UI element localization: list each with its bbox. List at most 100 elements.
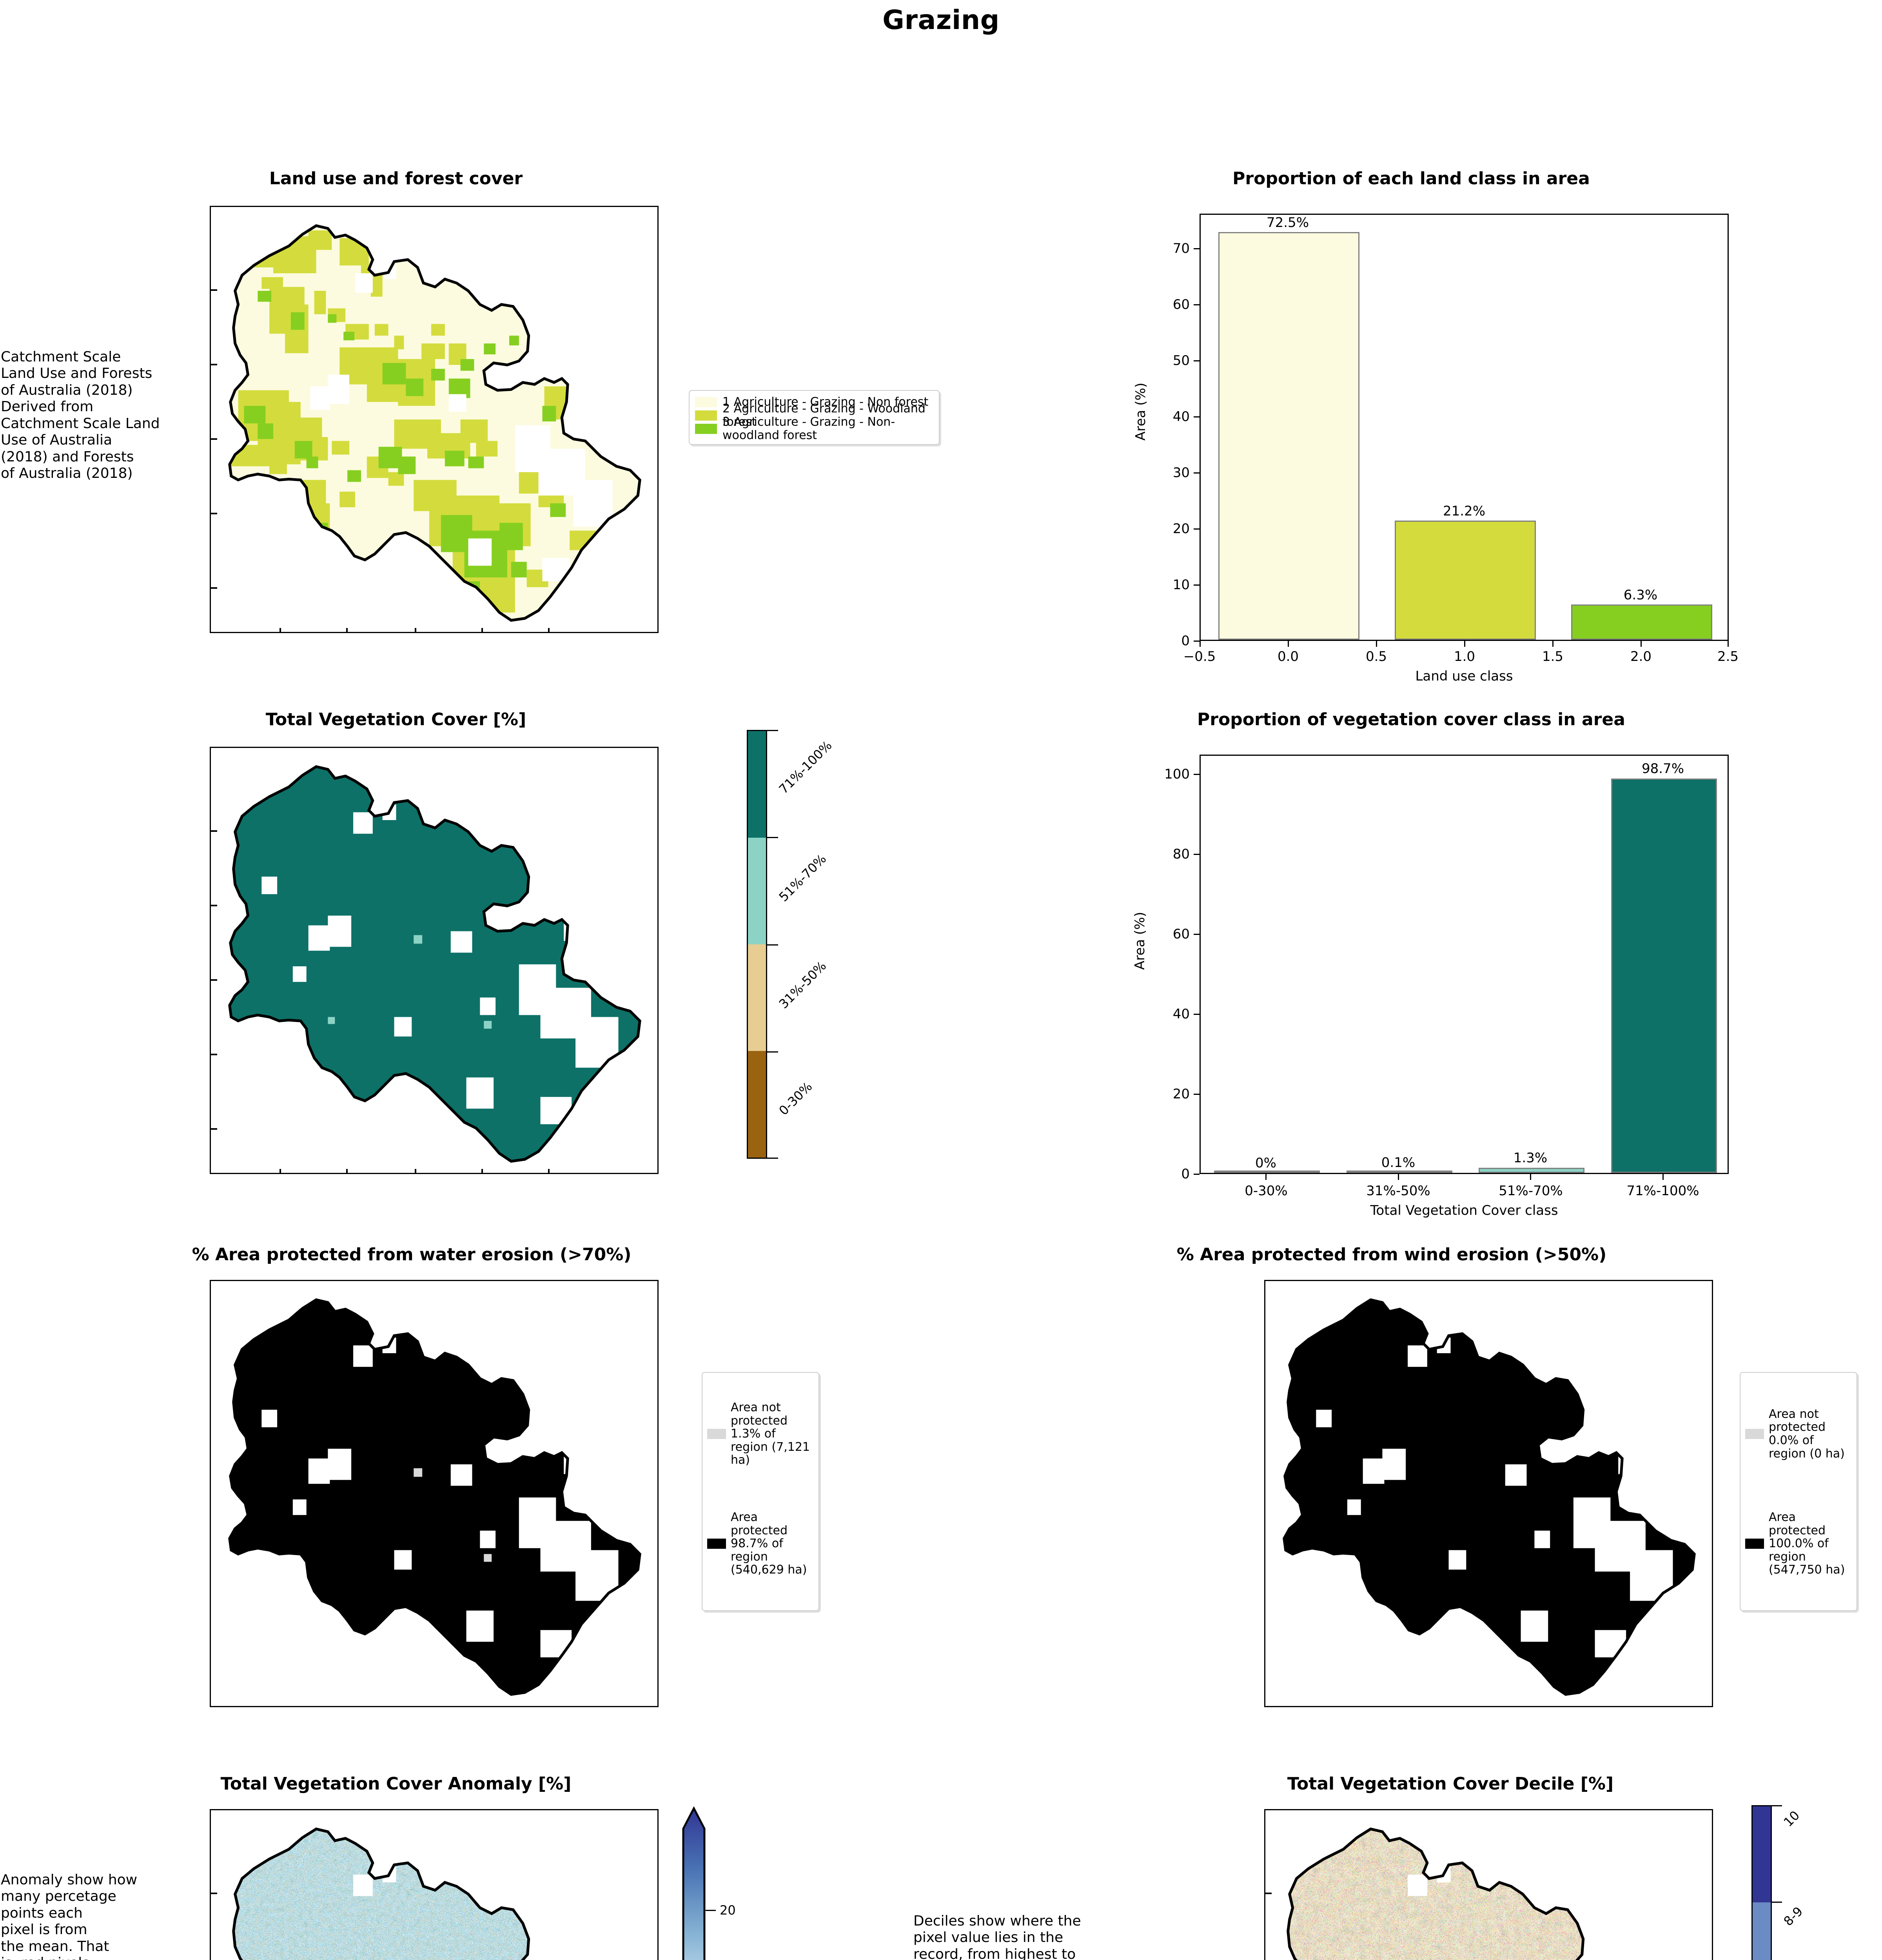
colorbar-label: 10 [1780, 1808, 1803, 1830]
decile-colorbar[interactable] [1751, 1805, 1772, 1960]
colorbar-label: 31%-50% [776, 958, 829, 1012]
veg-cover-map[interactable] [210, 747, 659, 1174]
legend-item[interactable]: 2 Agriculture - Grazing - Woodland fores… [695, 402, 933, 428]
veg-map-title: Total Vegetation Cover [%] [265, 710, 526, 730]
colorbar-segment [748, 1051, 766, 1158]
legend-label: Area not protected 0.0% of region (0 ha) [1769, 1407, 1845, 1461]
bar-value-label: 98.7% [1641, 761, 1684, 777]
legend-item[interactable]: Area not protected 1.3% of region (7,121… [707, 1379, 814, 1489]
x-tick-label: 2.5 [1717, 649, 1739, 664]
wind-erosion-map[interactable] [1264, 1280, 1713, 1707]
legend-swatch [695, 410, 717, 421]
y-tick-label: 80 [1172, 846, 1190, 862]
bar-value-label: 1.3% [1513, 1150, 1548, 1166]
x-tick-label: 0.5 [1365, 649, 1387, 664]
veg-cover-colorbar[interactable] [747, 730, 767, 1159]
y-tick-label: 60 [1172, 926, 1190, 942]
x-tick-label: 2.0 [1630, 649, 1652, 664]
y-axis-label: Area (%) [1133, 383, 1149, 441]
x-tick-label: 1.5 [1542, 649, 1564, 664]
legend-item[interactable]: 3 Agriculture - Grazing - Non-woodland f… [695, 416, 933, 442]
colorbar-segment [748, 944, 766, 1051]
wind-erosion-legend[interactable]: Area not protected 0.0% of region (0 ha)… [1740, 1372, 1857, 1611]
bar-veg-31-50[interactable] [1347, 1171, 1452, 1173]
legend-swatch [695, 424, 717, 434]
legend-label: 1 Agriculture - Grazing - Non forest [722, 395, 929, 409]
colorbar-segment [1753, 1806, 1771, 1902]
landuse-bar-chart[interactable] [1200, 214, 1729, 641]
y-tick-label: 20 [1172, 1086, 1190, 1102]
page-title: Grazing [882, 5, 1000, 36]
legend-swatch [695, 397, 717, 407]
y-axis-label: Area (%) [1132, 912, 1148, 970]
bar-veg-0-30[interactable] [1214, 1171, 1320, 1173]
colorbar-label: 8-9 [1780, 1904, 1806, 1929]
y-tick-label: 70 [1172, 241, 1190, 256]
legend-item[interactable]: Area protected 100.0% of region (547,750… [1745, 1489, 1852, 1599]
veg-cover-map-graphic [228, 765, 641, 1163]
colorbar-tick-label: 20 [720, 1903, 736, 1918]
anomaly-map[interactable] [210, 1809, 659, 1960]
landuse-map[interactable] [210, 206, 659, 633]
bar-value-label: 6.3% [1623, 587, 1658, 603]
legend-swatch [707, 1539, 726, 1549]
x-tick-label: 71%-100% [1626, 1183, 1699, 1199]
y-tick-label: 0 [1181, 1166, 1190, 1182]
bar-value-label: 0.1% [1381, 1155, 1416, 1171]
legend-swatch [1745, 1539, 1764, 1549]
x-tick-label: 1.0 [1454, 649, 1475, 664]
water-erosion-legend[interactable]: Area not protected 1.3% of region (7,121… [702, 1372, 819, 1611]
bar-class-2[interactable] [1395, 521, 1536, 640]
legend-item[interactable]: Area not protected 0.0% of region (0 ha) [1745, 1379, 1852, 1489]
landuse-legend[interactable]: 1 Agriculture - Grazing - Non forest 2 A… [689, 390, 940, 445]
landuse-map-note: Catchment Scale Land Use and Forests of … [1, 349, 160, 482]
x-axis-label: Land use class [1415, 668, 1513, 684]
legend-item[interactable]: Area protected 98.7% of region (540,629 … [707, 1489, 814, 1599]
colorbar-label: 71%-100% [776, 738, 835, 797]
y-tick-label: 40 [1172, 409, 1190, 425]
wind-erosion-map-graphic [1283, 1298, 1696, 1696]
landuse-map-title: Land use and forest cover [269, 169, 523, 189]
bar-value-label: 72.5% [1266, 215, 1309, 230]
colorbar-segment [1753, 1902, 1771, 1960]
bar-value-label: 0% [1255, 1155, 1276, 1171]
colorbar-label: 51%-70% [776, 851, 829, 905]
x-tick-label: −0.5 [1183, 649, 1216, 664]
anomaly-colorbar[interactable] [680, 1805, 708, 1960]
legend-label: Area protected 100.0% of region (547,750… [1769, 1510, 1845, 1577]
veg-chart-title: Proportion of vegetation cover class in … [1197, 710, 1625, 730]
anomaly-note: Anomaly show how many percetage points e… [1, 1872, 138, 1960]
bar-class-1[interactable] [1218, 232, 1359, 640]
decile-map[interactable] [1264, 1809, 1713, 1960]
decile-map-title: Total Vegetation Cover Decile [%] [1287, 1774, 1614, 1794]
y-tick-label: 0 [1181, 633, 1190, 649]
y-tick-label: 40 [1172, 1006, 1190, 1022]
bar-veg-71-100[interactable] [1611, 779, 1717, 1173]
landuse-map-graphic [228, 224, 641, 622]
water-erosion-map-graphic [228, 1298, 641, 1696]
legend-label: 3 Agriculture - Grazing - Non-woodland f… [722, 415, 895, 442]
veg-cover-bar-chart[interactable] [1200, 755, 1729, 1174]
y-tick-label: 60 [1172, 297, 1190, 312]
bar-class-3[interactable] [1571, 604, 1712, 640]
bar-value-label: 21.2% [1443, 503, 1485, 519]
y-tick-label: 20 [1172, 521, 1190, 537]
colorbar-segment [748, 838, 766, 944]
anomaly-map-title: Total Vegetation Cover Anomaly [%] [220, 1774, 572, 1794]
anomaly-map-graphic [229, 1828, 640, 1960]
bar-veg-51-70[interactable] [1479, 1168, 1584, 1173]
x-tick-label: 0.0 [1277, 649, 1299, 664]
y-tick-label: 30 [1172, 465, 1190, 481]
legend-label: 2 Agriculture - Grazing - Woodland fores… [722, 402, 926, 429]
y-tick-label: 100 [1164, 766, 1190, 782]
x-tick-label: 51%-70% [1499, 1183, 1563, 1199]
colorbar-segment [748, 731, 766, 838]
water-erosion-title: % Area protected from water erosion (>70… [192, 1245, 632, 1265]
x-tick-label: 0-30% [1245, 1183, 1288, 1199]
legend-item[interactable]: 1 Agriculture - Grazing - Non forest [695, 396, 933, 409]
y-tick-label: 50 [1172, 353, 1190, 368]
legend-swatch [707, 1429, 726, 1439]
y-tick-label: 10 [1172, 577, 1190, 593]
colorbar-label: 0-30% [776, 1079, 815, 1118]
water-erosion-map[interactable] [210, 1280, 659, 1707]
